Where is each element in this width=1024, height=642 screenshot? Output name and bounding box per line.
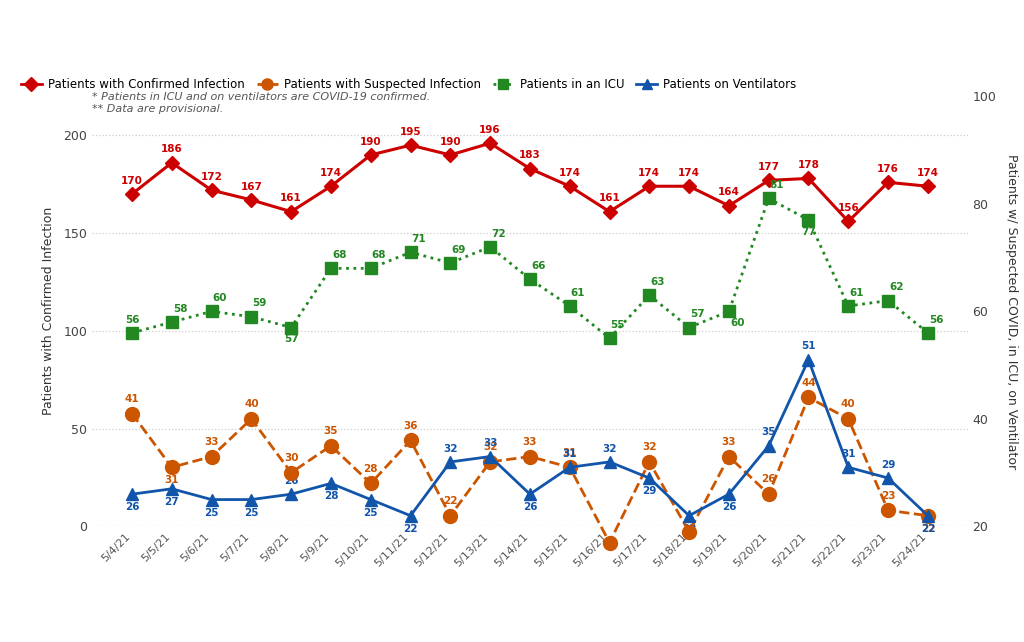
Text: 33: 33 <box>483 438 498 448</box>
Text: 161: 161 <box>599 193 621 204</box>
Text: 32: 32 <box>602 444 616 454</box>
Text: 56: 56 <box>125 315 139 325</box>
Text: 55: 55 <box>610 320 625 330</box>
Text: 44: 44 <box>801 377 816 388</box>
Text: 81: 81 <box>770 180 784 190</box>
Text: 183: 183 <box>519 150 541 160</box>
Text: 26: 26 <box>722 502 736 512</box>
Legend: Patients with Confirmed Infection, Patients with Suspected Infection, Patients i: Patients with Confirmed Infection, Patie… <box>16 73 801 96</box>
Text: 68: 68 <box>332 250 346 260</box>
Text: 36: 36 <box>403 421 418 431</box>
Text: 27: 27 <box>165 497 179 507</box>
Text: 25: 25 <box>364 508 378 517</box>
Text: 196: 196 <box>479 125 501 135</box>
Text: 23: 23 <box>881 490 895 501</box>
Text: 71: 71 <box>412 234 426 244</box>
Text: 178: 178 <box>798 160 819 170</box>
Text: 56: 56 <box>929 315 943 325</box>
Text: 190: 190 <box>359 137 382 146</box>
Text: 177: 177 <box>758 162 779 172</box>
Text: 167: 167 <box>241 182 262 191</box>
Text: 22: 22 <box>921 524 935 534</box>
Text: 32: 32 <box>642 442 656 452</box>
Text: 59: 59 <box>253 299 267 308</box>
Y-axis label: Patients with Confirmed Infection: Patients with Confirmed Infection <box>42 207 55 415</box>
Text: 172: 172 <box>201 172 222 182</box>
Text: 33: 33 <box>722 437 736 447</box>
Text: 31: 31 <box>562 447 577 458</box>
Text: 26: 26 <box>125 502 139 512</box>
Text: 161: 161 <box>281 193 302 204</box>
Text: 22: 22 <box>443 496 458 506</box>
Text: 164: 164 <box>718 187 739 198</box>
Text: 31: 31 <box>562 449 577 459</box>
Text: 40: 40 <box>244 399 259 409</box>
Text: 77: 77 <box>801 227 816 237</box>
Text: 170: 170 <box>121 176 143 186</box>
Text: 57: 57 <box>284 334 298 344</box>
Text: 195: 195 <box>399 127 421 137</box>
Text: 174: 174 <box>559 168 581 178</box>
Text: 174: 174 <box>678 168 700 178</box>
Text: 32: 32 <box>483 442 498 452</box>
Text: * Patients in ICU and on ventilators are COVID-19 confirmed.: * Patients in ICU and on ventilators are… <box>92 92 430 101</box>
Text: ** Data are provisional.: ** Data are provisional. <box>92 105 223 114</box>
Text: 22: 22 <box>682 524 696 534</box>
Text: 174: 174 <box>916 168 939 178</box>
Text: 25: 25 <box>244 508 259 517</box>
Text: 62: 62 <box>889 282 903 292</box>
Text: 29: 29 <box>642 486 656 496</box>
Text: 190: 190 <box>439 137 461 146</box>
Text: 63: 63 <box>650 277 665 287</box>
Text: 156: 156 <box>838 203 859 213</box>
Text: 28: 28 <box>324 492 338 501</box>
Text: 31: 31 <box>165 475 179 485</box>
Text: 57: 57 <box>690 309 705 319</box>
Text: 69: 69 <box>452 245 466 255</box>
Text: COVID-19 Hospitalizations Reported by MS Hospitals, 5/4/21-5/24/21 *,**: COVID-19 Hospitalizations Reported by MS… <box>12 29 778 48</box>
Y-axis label: Patients w/ Suspected COVID, in ICU, on Ventilator: Patients w/ Suspected COVID, in ICU, on … <box>1005 154 1018 469</box>
Text: 174: 174 <box>638 168 660 178</box>
Text: 61: 61 <box>849 288 864 298</box>
Text: 72: 72 <box>492 229 506 239</box>
Text: 29: 29 <box>881 460 895 470</box>
Text: 22: 22 <box>921 524 935 534</box>
Text: 186: 186 <box>161 144 182 155</box>
Text: 25: 25 <box>205 508 219 517</box>
Text: 60: 60 <box>730 318 744 328</box>
Text: 30: 30 <box>284 453 298 463</box>
Text: 68: 68 <box>372 250 386 260</box>
Text: 26: 26 <box>762 474 776 485</box>
Text: 33: 33 <box>522 437 538 447</box>
Text: 26: 26 <box>522 502 538 512</box>
Text: 33: 33 <box>205 437 219 447</box>
Text: 41: 41 <box>125 394 139 404</box>
Text: 176: 176 <box>878 164 899 174</box>
Text: 32: 32 <box>443 444 458 454</box>
Text: 40: 40 <box>841 399 856 409</box>
Text: 35: 35 <box>762 428 776 437</box>
Text: 26: 26 <box>284 476 298 486</box>
Text: 174: 174 <box>319 168 342 178</box>
Text: 66: 66 <box>531 261 546 271</box>
Text: 28: 28 <box>364 464 378 474</box>
Text: 51: 51 <box>801 342 816 351</box>
Text: 61: 61 <box>570 288 586 298</box>
Text: 22: 22 <box>403 524 418 534</box>
Text: 58: 58 <box>173 304 187 314</box>
Text: 60: 60 <box>213 293 227 303</box>
Text: 31: 31 <box>841 449 855 459</box>
Text: 35: 35 <box>324 426 338 436</box>
